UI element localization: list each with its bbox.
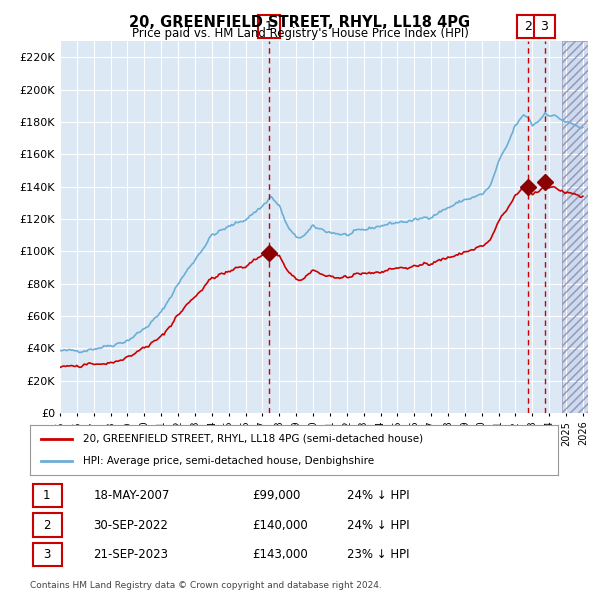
Text: 24% ↓ HPI: 24% ↓ HPI bbox=[347, 519, 409, 532]
Text: 20, GREENFIELD STREET, RHYL, LL18 4PG: 20, GREENFIELD STREET, RHYL, LL18 4PG bbox=[130, 15, 470, 30]
FancyBboxPatch shape bbox=[32, 484, 62, 507]
Text: 18-MAY-2007: 18-MAY-2007 bbox=[94, 489, 170, 502]
Text: £140,000: £140,000 bbox=[252, 519, 308, 532]
Text: 24% ↓ HPI: 24% ↓ HPI bbox=[347, 489, 409, 502]
Text: 3: 3 bbox=[541, 20, 548, 33]
Text: 2: 2 bbox=[43, 519, 50, 532]
Text: 30-SEP-2022: 30-SEP-2022 bbox=[94, 519, 168, 532]
Text: 23% ↓ HPI: 23% ↓ HPI bbox=[347, 548, 409, 561]
FancyBboxPatch shape bbox=[32, 513, 62, 537]
Text: 1: 1 bbox=[43, 489, 50, 502]
Text: HPI: Average price, semi-detached house, Denbighshire: HPI: Average price, semi-detached house,… bbox=[83, 456, 374, 466]
Text: 3: 3 bbox=[43, 548, 50, 561]
Text: 20, GREENFIELD STREET, RHYL, LL18 4PG (semi-detached house): 20, GREENFIELD STREET, RHYL, LL18 4PG (s… bbox=[83, 434, 423, 444]
Text: Contains HM Land Registry data © Crown copyright and database right 2024.
This d: Contains HM Land Registry data © Crown c… bbox=[30, 581, 382, 590]
FancyBboxPatch shape bbox=[32, 543, 62, 566]
Bar bbox=[562, 41, 588, 413]
Text: £99,000: £99,000 bbox=[252, 489, 300, 502]
Bar bbox=[562, 41, 588, 413]
Text: 1: 1 bbox=[265, 20, 273, 33]
Text: Price paid vs. HM Land Registry's House Price Index (HPI): Price paid vs. HM Land Registry's House … bbox=[131, 27, 469, 40]
Text: 21-SEP-2023: 21-SEP-2023 bbox=[94, 548, 169, 561]
Text: 2: 2 bbox=[524, 20, 532, 33]
Text: £143,000: £143,000 bbox=[252, 548, 308, 561]
